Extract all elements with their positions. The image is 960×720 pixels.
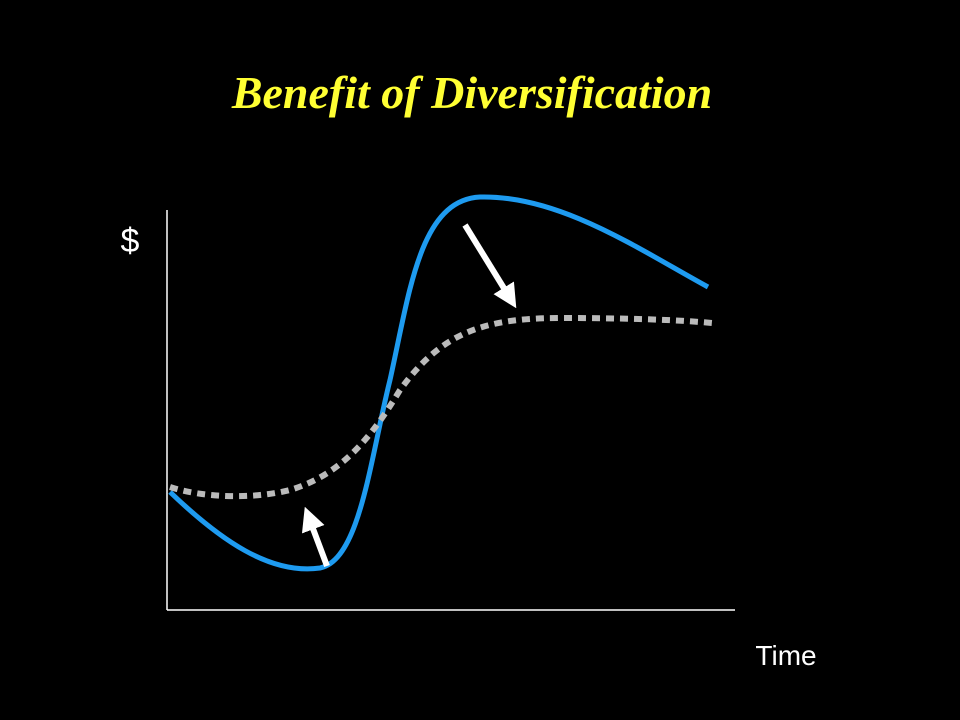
x-axis-label: Time — [755, 640, 816, 671]
single-asset-curve — [168, 194, 710, 572]
y-axis-label: $ — [121, 222, 140, 260]
title: Benefit of Diversification — [231, 67, 712, 118]
arrow-down — [462, 223, 517, 309]
arrow-up — [301, 506, 330, 568]
diversified-curve — [169, 314, 713, 500]
